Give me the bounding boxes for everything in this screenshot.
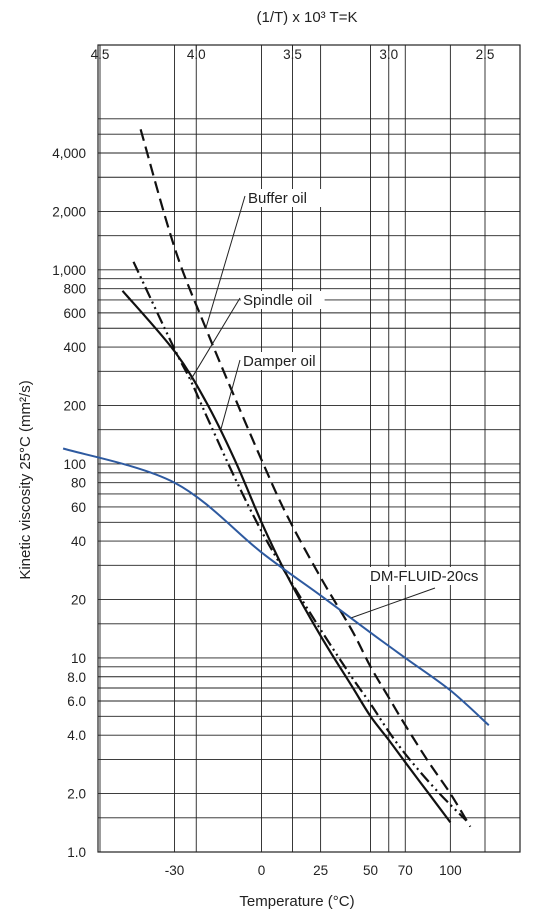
annotation-label: Damper oil xyxy=(243,353,316,370)
annotation-label: DM-FLUID-20cs xyxy=(370,568,478,585)
top-tick-label: 4.0 xyxy=(187,47,206,62)
annotation-label: Spindle oil xyxy=(243,292,312,309)
annotation-leader xyxy=(351,587,436,619)
y-tick-label: 60 xyxy=(71,500,86,515)
y-tick-label: 10 xyxy=(71,651,86,666)
annotation-background xyxy=(241,352,317,370)
x-tick-label: 25 xyxy=(313,863,328,878)
annotation-background xyxy=(368,567,467,585)
y-tick-label: 1,000 xyxy=(52,263,86,278)
y-tick-label: 20 xyxy=(71,593,86,608)
y-tick-label: 600 xyxy=(63,306,86,321)
top-tick-label: 3.5 xyxy=(283,47,302,62)
plot-frame xyxy=(97,44,521,853)
top-tick-label: 4.5 xyxy=(91,47,110,62)
series-line-damper-oil xyxy=(121,290,452,824)
grid xyxy=(97,44,521,853)
y-tick-label: 80 xyxy=(71,476,86,491)
annotation-background xyxy=(246,189,322,207)
top-tick-label: 3.0 xyxy=(379,47,398,62)
x-tick-label: -30 xyxy=(165,863,185,878)
series-layer xyxy=(62,128,490,828)
x-axis-label: Temperature (°C) xyxy=(239,893,354,910)
y-tick-label: 800 xyxy=(63,282,86,297)
y-tick-label: 100 xyxy=(63,457,86,472)
annotation-background xyxy=(241,291,325,309)
y-tick-label: 40 xyxy=(71,534,86,549)
y-axis-label: Kinetic viscosity 25°C (mm²/s) xyxy=(17,380,34,579)
y-tick-label: 400 xyxy=(63,340,86,355)
x-tick-label: 70 xyxy=(398,863,413,878)
series-line-spindle-oil xyxy=(132,261,468,822)
y-tick-label: 2.0 xyxy=(67,787,86,802)
annotations: Buffer oil Spindle oil Damper oil DM-FLUID-… xyxy=(190,189,478,619)
x-tick-label: 100 xyxy=(439,863,462,878)
series-line-buffer-oil xyxy=(139,128,472,828)
top-axis-label: (1/T) x 10³ T=K xyxy=(256,9,357,26)
top-tick-label: 2.5 xyxy=(476,47,495,62)
tick-labels: 1.0 2.0 4.0 6.0 8.0 10 20 40 60 80 100 200 400 600 800… xyxy=(52,45,494,878)
series-line-dm-fluid-20cs xyxy=(62,447,490,726)
y-tick-label: 6.0 xyxy=(67,694,86,709)
y-tick-label: 8.0 xyxy=(67,670,86,685)
y-tick-label: 1.0 xyxy=(67,845,86,860)
x-tick-label: 50 xyxy=(363,863,378,878)
y-tick-label: 2,000 xyxy=(52,204,86,219)
annotation-label: Buffer oil xyxy=(248,190,307,207)
y-tick-label: 4,000 xyxy=(52,146,86,161)
annotation-leader xyxy=(190,297,241,381)
annotation-leader xyxy=(205,195,246,329)
y-tick-label: 4.0 xyxy=(67,728,86,743)
y-tick-label: 200 xyxy=(63,398,86,413)
x-tick-label: 0 xyxy=(258,863,266,878)
annotation-leader xyxy=(220,359,241,431)
